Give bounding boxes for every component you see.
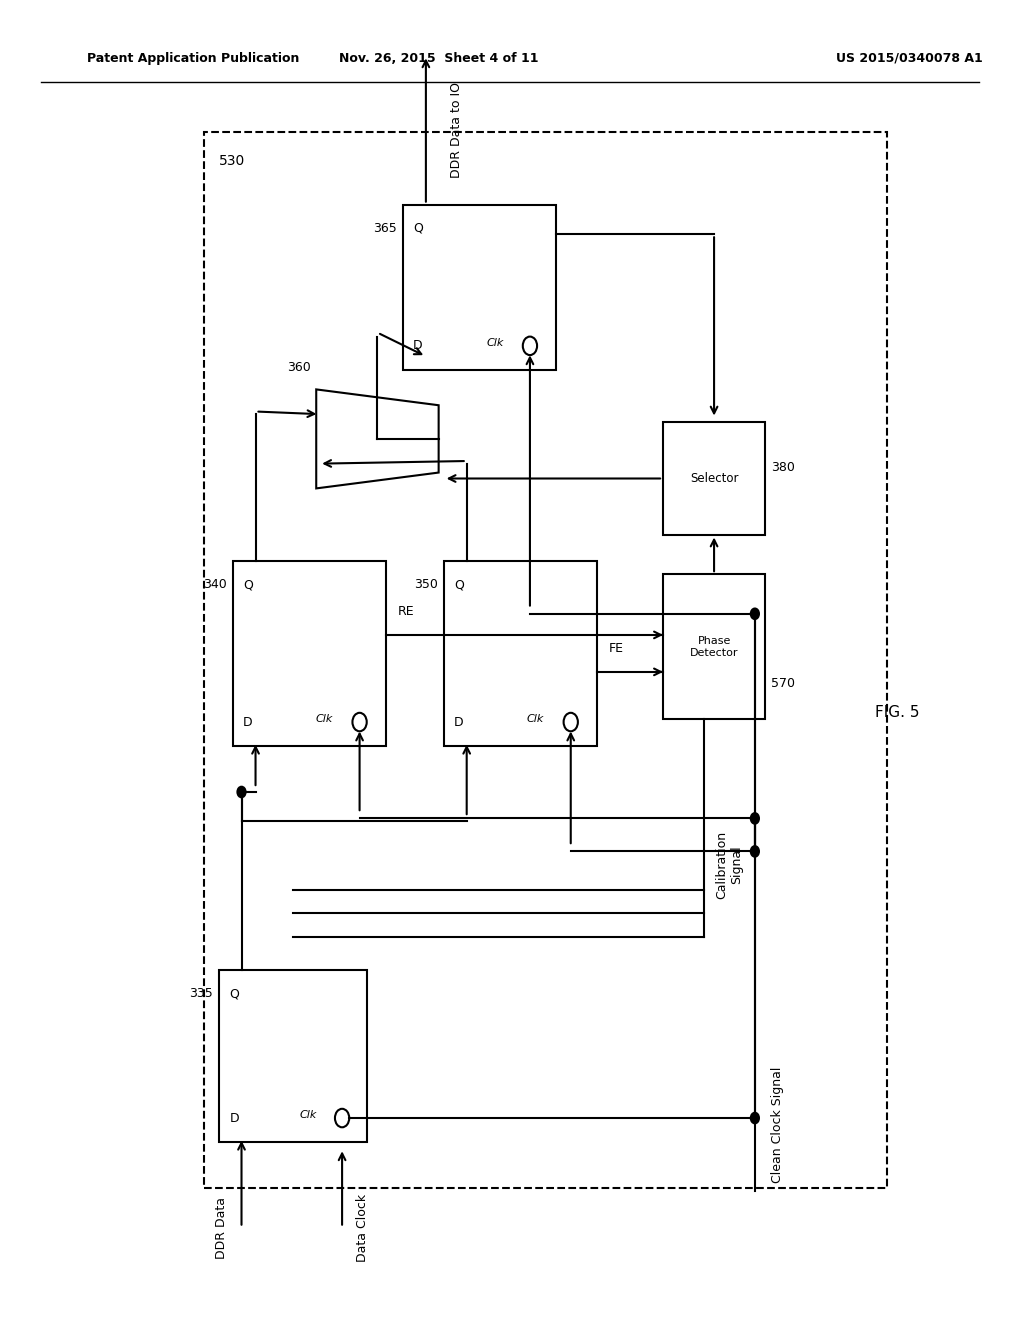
Bar [664,422,765,535]
Text: Q: Q [243,578,253,591]
Bar [402,205,556,370]
Text: RE: RE [398,605,415,618]
Circle shape [238,787,246,797]
Text: 380: 380 [771,461,795,474]
Bar [664,574,765,719]
Polygon shape [316,389,438,488]
Text: US 2015/0340078 A1: US 2015/0340078 A1 [837,51,983,65]
Text: Calibration
Signal: Calibration Signal [716,830,743,899]
Text: Selector: Selector [690,473,738,484]
Circle shape [751,846,759,857]
Bar [204,132,888,1188]
Text: Q: Q [229,987,240,1001]
Text: D: D [229,1111,240,1125]
Bar [443,561,597,746]
Text: Clk: Clk [486,338,504,348]
Text: Q: Q [413,222,423,235]
Text: FIG. 5: FIG. 5 [876,705,920,721]
Text: DDR Data to IO: DDR Data to IO [450,82,463,178]
Text: Patent Application Publication: Patent Application Publication [87,51,299,65]
Text: DDR Data: DDR Data [215,1197,227,1258]
Text: Clean Clock Signal: Clean Clock Signal [771,1067,783,1183]
Text: Data Clock: Data Clock [356,1193,369,1262]
Text: 530: 530 [219,154,246,168]
Text: Clk: Clk [315,714,333,725]
Text: Clk: Clk [527,714,544,725]
Text: 350: 350 [414,578,437,591]
Text: 570: 570 [771,677,796,689]
Circle shape [523,337,537,355]
Text: Q: Q [454,578,464,591]
Text: Phase
Detector: Phase Detector [690,636,738,657]
Text: Nov. 26, 2015  Sheet 4 of 11: Nov. 26, 2015 Sheet 4 of 11 [339,51,539,65]
Circle shape [751,813,759,824]
Circle shape [751,609,759,619]
Text: D: D [413,339,423,352]
Bar [219,970,368,1142]
Text: 340: 340 [203,578,226,591]
Text: Clk: Clk [299,1110,316,1121]
Circle shape [751,1113,759,1123]
Circle shape [352,713,367,731]
Bar [232,561,386,746]
Text: 360: 360 [288,360,311,374]
Text: D: D [243,715,252,729]
Text: 365: 365 [373,222,397,235]
Circle shape [563,713,578,731]
Text: FE: FE [609,642,624,655]
Text: 335: 335 [189,987,213,1001]
Text: D: D [454,715,464,729]
Circle shape [335,1109,349,1127]
